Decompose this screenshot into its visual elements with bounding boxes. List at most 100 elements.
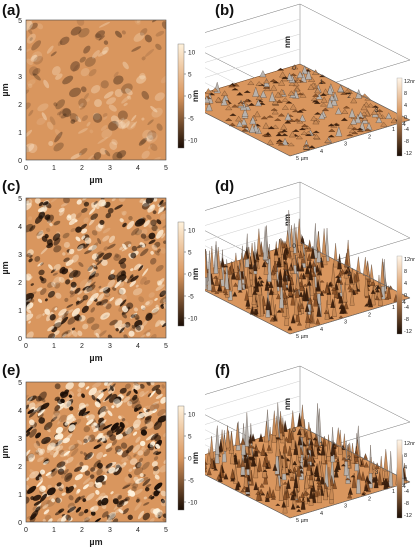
colorbar-tick-label: 4 bbox=[404, 465, 407, 471]
colorbar-tick-label: 0 bbox=[188, 456, 192, 463]
side-tick-label: 4 bbox=[320, 511, 323, 517]
side-tick-label: 2 bbox=[368, 134, 371, 140]
afm-3d-panel-f: 12nmnm01234012345 µm12nm840-4-8-12 bbox=[205, 365, 415, 524]
x-tick-label: 3 bbox=[108, 343, 112, 350]
surface-texture bbox=[26, 20, 166, 160]
front-tick-label: 4 bbox=[402, 121, 406, 128]
colorbar-tick-label: -10 bbox=[188, 500, 198, 507]
colorbar-tick-label: -8 bbox=[404, 139, 409, 145]
z-axis-label: nm bbox=[283, 214, 292, 226]
x-tick-label: 0 bbox=[24, 165, 28, 172]
y-tick-label: 0 bbox=[18, 336, 22, 343]
side-tick-label: 1 bbox=[392, 305, 395, 311]
colorbar-tick-label: 5 bbox=[188, 250, 192, 257]
side-tick-label: 1 bbox=[392, 489, 395, 495]
panel-label-d: (d) bbox=[215, 178, 235, 195]
colorbar bbox=[396, 439, 403, 519]
front-tick-label: 0 bbox=[292, 427, 296, 434]
x-tick-label: 3 bbox=[108, 165, 112, 172]
y-tick-label: 0 bbox=[18, 520, 22, 527]
panel-label-e: (e) bbox=[2, 362, 21, 379]
side-tick-label: 2 bbox=[368, 496, 371, 502]
x-tick-label: 1 bbox=[52, 343, 56, 350]
colorbar-tick-label: 0 bbox=[404, 477, 407, 483]
colorbar-tick-label: 0 bbox=[188, 272, 192, 279]
x-tick-label: 4 bbox=[136, 165, 140, 172]
colorbar-tick-label: 8 bbox=[404, 269, 407, 275]
front-tick-label: 2 bbox=[347, 93, 351, 100]
y-tick-label: 4 bbox=[18, 408, 22, 415]
colorbar-tick-label: -5 bbox=[188, 478, 194, 485]
y-tick-label: 2 bbox=[18, 102, 22, 109]
colorbar bbox=[396, 255, 403, 335]
front-tick-label: 3 bbox=[375, 107, 379, 114]
y-tick-label: 1 bbox=[18, 492, 22, 499]
x-tick-label: 2 bbox=[80, 165, 84, 172]
colorbar bbox=[177, 405, 185, 511]
x-tick-label: 0 bbox=[24, 527, 28, 534]
y-tick-label: 4 bbox=[18, 224, 22, 231]
front-tick-label: 1 bbox=[320, 257, 324, 264]
colorbar-tick-label: -10 bbox=[188, 138, 198, 145]
panel-label-b: (b) bbox=[215, 2, 235, 19]
colorbar-tick-label: 0 bbox=[188, 94, 192, 101]
afm-3d-panel-d: 12nmnm01234012345 µm12nm840-4-8-12 bbox=[205, 181, 415, 340]
x-axis-label: µm bbox=[89, 537, 102, 547]
afm-3d-panel-b: 12nmnm01234012345 µm12nm840-4-8-12 bbox=[205, 3, 415, 162]
colorbar bbox=[177, 221, 185, 327]
y-tick-label: 5 bbox=[18, 380, 22, 387]
surface-texture bbox=[26, 198, 166, 338]
surface-3d bbox=[205, 402, 411, 519]
y-tick-label: 1 bbox=[18, 308, 22, 315]
front-tick-label: 2 bbox=[347, 455, 351, 462]
colorbar-tick-label: -4 bbox=[404, 489, 409, 495]
y-axis-label: µm bbox=[0, 445, 10, 458]
x-tick-label: 5 bbox=[164, 343, 168, 350]
surface-3d bbox=[205, 210, 411, 335]
front-tick-label: 3 bbox=[375, 469, 379, 476]
surface-3d bbox=[205, 63, 411, 157]
x-tick-label: 1 bbox=[52, 165, 56, 172]
y-tick-label: 2 bbox=[18, 280, 22, 287]
colorbar-tick-label: -4 bbox=[404, 305, 409, 311]
side-tick-label: 4 bbox=[320, 149, 323, 155]
colorbar-tick-label: 10 bbox=[188, 228, 196, 235]
colorbar-tick-label: 10 bbox=[188, 412, 196, 419]
colorbar-tick-label: 12nm bbox=[404, 79, 415, 85]
y-tick-label: 0 bbox=[18, 158, 22, 165]
front-tick-label: 4 bbox=[402, 299, 406, 306]
afm-2d-panel-a: 0 1 2 3 4 5 0 1 2 3 4 5 µm µm 10 5 0 -5 -10 nm bbox=[0, 18, 200, 185]
y-tick-label: 1 bbox=[18, 130, 22, 137]
afm-2d-panel-c: 0 1 2 3 4 5 0 1 2 3 4 5 µm µm 10 5 0 -5 -10 nm bbox=[0, 196, 200, 363]
colorbar-tick-label: 8 bbox=[404, 91, 407, 97]
z-axis-label: nm bbox=[283, 36, 292, 48]
colorbar bbox=[177, 43, 185, 149]
x-tick-label: 2 bbox=[80, 343, 84, 350]
y-tick-label: 4 bbox=[18, 46, 22, 53]
colorbar-tick-label: -8 bbox=[404, 501, 409, 507]
colorbar-tick-label: -4 bbox=[404, 127, 409, 133]
x-axis-label: µm bbox=[89, 175, 102, 185]
front-tick-label: 1 bbox=[320, 441, 324, 448]
colorbar-tick-label: 0 bbox=[404, 115, 407, 121]
y-tick-label: 3 bbox=[18, 252, 22, 259]
x-tick-label: 2 bbox=[80, 527, 84, 534]
front-tick-label: 0 bbox=[292, 65, 296, 72]
side-tick-label: 3 bbox=[344, 142, 347, 148]
colorbar-tick-label: 4 bbox=[404, 281, 407, 287]
side-tick-label: 1 bbox=[392, 127, 395, 133]
y-axis-label: µm bbox=[0, 83, 10, 96]
x-tick-label: 1 bbox=[52, 527, 56, 534]
colorbar-tick-label: -12 bbox=[404, 329, 412, 335]
x-tick-label: 3 bbox=[108, 527, 112, 534]
colorbar-tick-label: 8 bbox=[404, 453, 407, 459]
colorbar-tick-label: 0 bbox=[404, 293, 407, 299]
colorbar-tick-label: -10 bbox=[188, 316, 198, 323]
y-tick-label: 3 bbox=[18, 436, 22, 443]
colorbar-tick-label: -12 bbox=[404, 513, 412, 519]
afm-image bbox=[26, 20, 166, 160]
side-tick-label: 2 bbox=[368, 312, 371, 318]
x-tick-label: 4 bbox=[136, 527, 140, 534]
front-tick-label: 2 bbox=[347, 271, 351, 278]
y-tick-label: 3 bbox=[18, 74, 22, 81]
